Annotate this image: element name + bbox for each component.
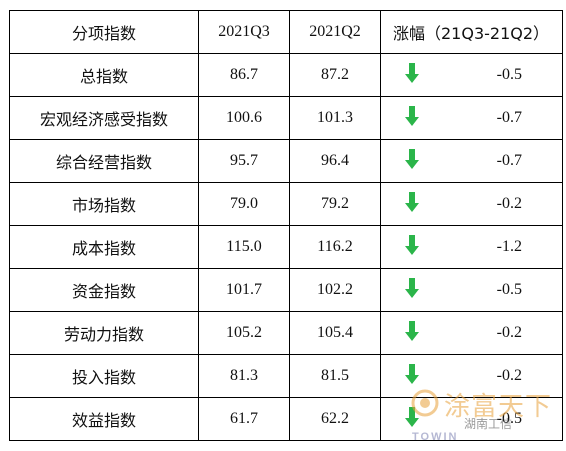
row-q3-value: 100.6 <box>198 96 290 140</box>
row-change-value: -0.7 <box>496 152 522 169</box>
row-q2-value: 62.2 <box>289 397 381 441</box>
change-wrap: -0.5 <box>381 54 562 96</box>
row-change-cell: -0.2 <box>380 354 563 398</box>
table-row: 效益指数 61.7 62.2 -0.5 <box>9 397 563 441</box>
row-name: 宏观经济感受指数 <box>9 96 199 140</box>
watermark-logo-icon <box>411 389 439 417</box>
table-row: 总指数 86.7 87.2 -0.5 <box>9 53 563 97</box>
table-row: 劳动力指数 105.2 105.4 -0.2 <box>9 311 563 355</box>
watermark-caption: 湖南工信 <box>464 417 513 431</box>
watermark: 涂富天下 湖南工信 TOWIN <box>402 384 562 448</box>
row-change-cell: -0.2 <box>380 311 563 355</box>
row-q3-value: 86.7 <box>198 53 290 97</box>
row-q3-value: 79.0 <box>198 182 290 226</box>
row-change-cell: -0.5 <box>380 397 563 441</box>
row-change-value: -0.2 <box>496 367 522 384</box>
row-change-value: -0.5 <box>496 281 522 298</box>
change-wrap: -0.7 <box>381 97 562 139</box>
table-row: 资金指数 101.7 102.2 -0.5 <box>9 268 563 312</box>
table-row: 市场指数 79.0 79.2 -0.2 <box>9 182 563 226</box>
row-name: 成本指数 <box>9 225 199 269</box>
table-row: 成本指数 115.0 116.2 -1.2 <box>9 225 563 269</box>
header-q2: 2021Q2 <box>289 10 381 54</box>
row-q2-value: 102.2 <box>289 268 381 312</box>
change-wrap: -0.2 <box>381 183 562 225</box>
row-change-cell: -0.7 <box>380 96 563 140</box>
down-arrow-icon <box>405 278 419 298</box>
row-q3-value: 105.2 <box>198 311 290 355</box>
header-q3: 2021Q3 <box>198 10 290 54</box>
row-q3-value: 115.0 <box>198 225 290 269</box>
row-q2-value: 96.4 <box>289 139 381 183</box>
row-change-value: -0.2 <box>496 324 522 341</box>
watermark-brand: 涂富天下 <box>444 392 553 422</box>
row-q2-value: 116.2 <box>289 225 381 269</box>
row-q3-value: 101.7 <box>198 268 290 312</box>
header-change-label: 涨幅（21Q3-21Q2） <box>393 24 550 43</box>
down-arrow-icon <box>405 407 419 427</box>
change-wrap: -1.2 <box>381 226 562 268</box>
watermark-latin: TOWIN <box>412 431 459 443</box>
row-q2-value: 79.2 <box>289 182 381 226</box>
row-change-cell: -0.5 <box>380 268 563 312</box>
down-arrow-icon <box>405 235 419 255</box>
row-q2-value: 81.5 <box>289 354 381 398</box>
header-row: 分项指数 2021Q3 2021Q2 涨幅（21Q3-21Q2） <box>9 10 563 54</box>
header-name: 分项指数 <box>9 10 199 54</box>
row-name: 效益指数 <box>9 397 199 441</box>
table-row: 综合经营指数 95.7 96.4 -0.7 <box>9 139 563 183</box>
table-row: 投入指数 81.3 81.5 -0.2 <box>9 354 563 398</box>
change-wrap: -0.5 <box>381 269 562 311</box>
row-name: 市场指数 <box>9 182 199 226</box>
row-name: 综合经营指数 <box>9 139 199 183</box>
row-change-value: -0.7 <box>496 109 522 126</box>
change-wrap: -0.2 <box>381 355 562 397</box>
row-change-cell: -0.2 <box>380 182 563 226</box>
down-arrow-icon <box>405 321 419 341</box>
row-q2-value: 101.3 <box>289 96 381 140</box>
row-change-value: -0.5 <box>496 66 522 83</box>
down-arrow-icon <box>405 149 419 169</box>
row-q3-value: 81.3 <box>198 354 290 398</box>
down-arrow-icon <box>405 364 419 384</box>
change-wrap: -0.7 <box>381 140 562 182</box>
row-name: 总指数 <box>9 53 199 97</box>
header-change: 涨幅（21Q3-21Q2） <box>380 10 563 54</box>
row-name: 投入指数 <box>9 354 199 398</box>
row-q2-value: 87.2 <box>289 53 381 97</box>
row-change-value: -0.5 <box>496 410 522 427</box>
change-wrap: -0.5 <box>381 398 562 440</box>
row-change-cell: -0.7 <box>380 139 563 183</box>
down-arrow-icon <box>405 63 419 83</box>
row-change-value: -1.2 <box>496 238 522 255</box>
row-q2-value: 105.4 <box>289 311 381 355</box>
row-q3-value: 95.7 <box>198 139 290 183</box>
change-wrap: -0.2 <box>381 312 562 354</box>
row-change-cell: -0.5 <box>380 53 563 97</box>
table-row: 宏观经济感受指数 100.6 101.3 -0.7 <box>9 96 563 140</box>
row-q3-value: 61.7 <box>198 397 290 441</box>
down-arrow-icon <box>405 192 419 212</box>
index-table: 分项指数 2021Q3 2021Q2 涨幅（21Q3-21Q2） 总指数 86.7… <box>9 10 563 441</box>
row-change-cell: -1.2 <box>380 225 563 269</box>
row-name: 资金指数 <box>9 268 199 312</box>
row-name: 劳动力指数 <box>9 311 199 355</box>
row-change-value: -0.2 <box>496 195 522 212</box>
down-arrow-icon <box>405 106 419 126</box>
